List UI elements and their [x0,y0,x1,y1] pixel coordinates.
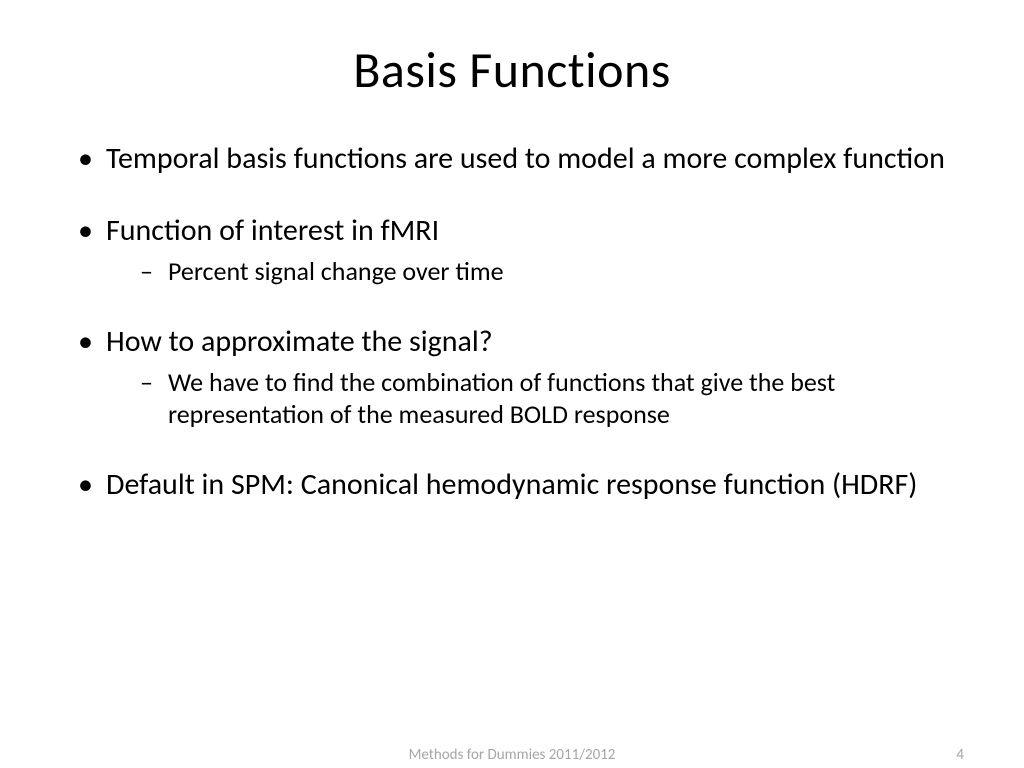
footer-center-text: Methods for Dummies 2011/2012 [0,746,1024,764]
bullet-text: Function of interest in fMRI [106,212,439,249]
sub-bullet-list: Percent signal change over time [106,255,954,288]
bullet-text: Temporal basis functions are used to mod… [106,140,945,177]
bullet-text: Default in SPM: Canonical hemodynamic re… [106,466,917,503]
bullet-item: How to approximate the signal? We have t… [70,324,954,431]
bullet-item: Temporal basis functions are used to mod… [70,141,954,177]
slide: Basis Functions Temporal basis functions… [0,0,1024,768]
bullet-item: Function of interest in fMRI Percent sig… [70,213,954,288]
footer-page-number: 4 [956,746,964,764]
sub-bullet-text: Percent signal change over time [168,255,504,287]
slide-title: Basis Functions [70,40,954,101]
bullet-item: Default in SPM: Canonical hemodynamic re… [70,467,954,503]
bullet-text: How to approximate the signal? [106,323,493,360]
sub-bullet-list: We have to find the combination of funct… [106,366,954,431]
bullet-list: Temporal basis functions are used to mod… [70,141,954,503]
sub-bullet-text: We have to find the combination of funct… [168,366,835,431]
sub-bullet-item: Percent signal change over time [140,255,954,288]
sub-bullet-item: We have to find the combination of funct… [140,366,954,431]
